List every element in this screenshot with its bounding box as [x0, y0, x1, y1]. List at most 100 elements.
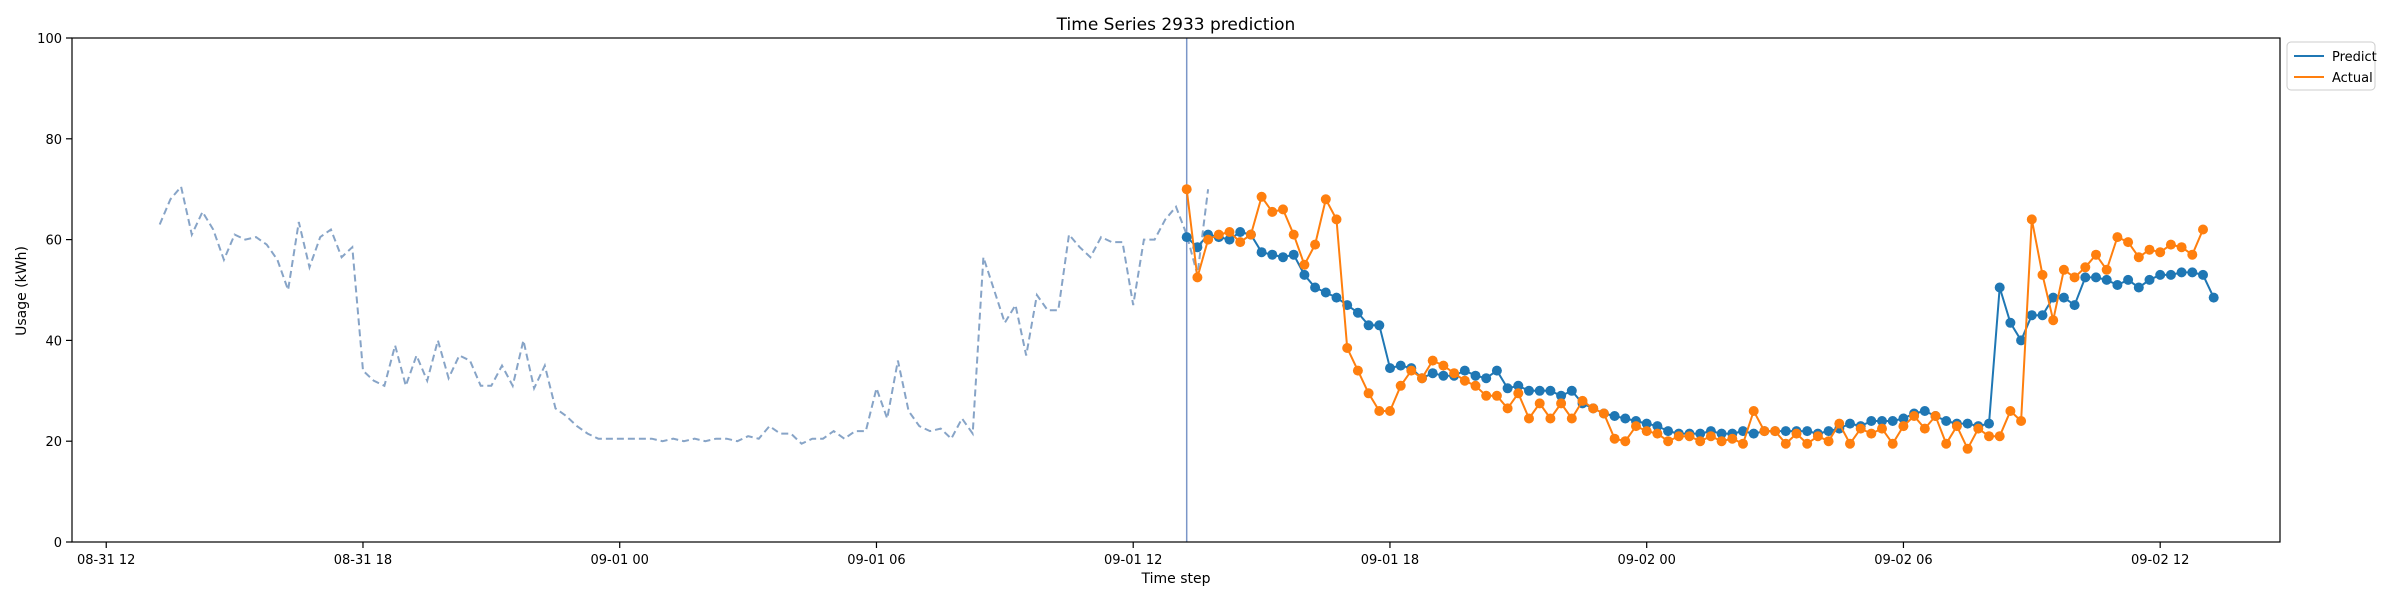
actual-point — [1609, 433, 1620, 444]
actual-point — [1438, 360, 1449, 371]
actual-point — [1256, 191, 1267, 202]
actual-point — [1310, 239, 1321, 250]
actual-point — [1919, 423, 1930, 434]
predict-point — [1224, 234, 1235, 245]
actual-point — [1181, 184, 1192, 195]
legend: Predict Actual — [2286, 41, 2377, 91]
actual-point — [1545, 413, 1556, 424]
legend-label: Predict — [2332, 50, 2377, 65]
actual-point — [1823, 436, 1834, 447]
predict-point — [1716, 428, 1727, 439]
predict-point — [2080, 272, 2091, 283]
actual-series — [1181, 184, 2208, 454]
y-tick-label: 60 — [45, 234, 62, 249]
actual-point — [1866, 428, 1877, 439]
actual-point — [1652, 428, 1663, 439]
actual-point — [2165, 239, 2176, 250]
actual-point — [1320, 194, 1331, 205]
predict-point — [1331, 292, 1342, 303]
predict-point — [1491, 365, 1502, 376]
predict-point — [1823, 426, 1834, 437]
predict-point — [1310, 282, 1321, 293]
actual-point — [1331, 214, 1342, 225]
predict-point — [1363, 320, 1374, 331]
actual-point — [1930, 411, 1941, 421]
x-axis-label: Time step — [1141, 571, 1211, 587]
predict-point — [1181, 232, 1192, 243]
actual-point — [1224, 227, 1235, 237]
actual-point — [1834, 418, 1845, 429]
predict-point — [1780, 426, 1791, 437]
predict-point — [1877, 416, 1887, 426]
y-tick-label: 100 — [37, 32, 62, 47]
actual-point — [2091, 249, 2101, 260]
actual-point — [2037, 269, 2048, 280]
predict-point — [1288, 249, 1299, 260]
predict-point — [1438, 370, 1449, 381]
actual-point — [1385, 406, 1395, 416]
actual-point — [2026, 214, 2037, 225]
actual-point — [1812, 431, 1823, 442]
actual-point — [1631, 421, 1641, 432]
x-tick-label: 09-01 00 — [590, 553, 648, 568]
predict-point — [2058, 292, 2069, 303]
x-tick-label: 08-31 18 — [334, 553, 392, 568]
actual-point — [1727, 433, 1738, 444]
actual-point — [1556, 398, 1567, 409]
predict-point — [1545, 385, 1556, 396]
actual-point — [1588, 403, 1599, 414]
predict-point — [1962, 418, 1973, 429]
predict-point — [1470, 370, 1481, 381]
actual-point — [1395, 380, 1406, 391]
actual-point — [2198, 224, 2208, 235]
predict-point — [2112, 280, 2123, 290]
actual-point — [1502, 403, 1513, 414]
actual-point — [1620, 436, 1631, 447]
predict-point — [1620, 413, 1631, 424]
predict-point — [1374, 320, 1385, 331]
predict-point — [2026, 310, 2037, 321]
x-tick-label: 09-01 18 — [1361, 553, 1419, 568]
actual-point — [1791, 428, 1802, 439]
actual-point — [1470, 380, 1481, 391]
predict-point — [2091, 272, 2101, 283]
actual-point — [1684, 431, 1695, 442]
predict-point — [2208, 292, 2219, 303]
actual-point — [1491, 390, 1502, 401]
x-tick-label: 09-01 12 — [1104, 553, 1162, 568]
actual-point — [1374, 406, 1385, 416]
predict-point — [1385, 363, 1395, 374]
predict-point — [2176, 267, 2187, 278]
actual-point — [1598, 408, 1609, 419]
actual-point — [1877, 423, 1887, 434]
predict-point — [1513, 380, 1524, 391]
predict-point — [1320, 287, 1331, 298]
legend-label: Actual — [2332, 71, 2373, 86]
predict-point — [1427, 368, 1438, 379]
actual-point — [2048, 315, 2059, 326]
actual-point — [1481, 390, 1492, 401]
predict-point — [1481, 373, 1492, 384]
predict-point — [2037, 310, 2048, 321]
actual-point — [1898, 421, 1909, 432]
actual-point — [1673, 431, 1684, 442]
predict-point — [1395, 360, 1406, 371]
actual-point — [1984, 431, 1994, 442]
predict-point — [2198, 269, 2208, 280]
predict-point — [1267, 249, 1278, 260]
predict-point — [1352, 307, 1363, 318]
predict-point — [1235, 227, 1246, 237]
x-tick-label: 09-02 06 — [1874, 553, 1932, 568]
actual-point — [1941, 438, 1952, 449]
predict-point — [1278, 252, 1288, 263]
actual-point — [1738, 438, 1748, 449]
predict-point — [1641, 418, 1652, 429]
actual-point — [1748, 406, 1759, 416]
actual-point — [1417, 373, 1427, 384]
predict-point — [1994, 282, 2005, 293]
actual-point — [1994, 431, 2005, 442]
y-tick-label: 40 — [45, 334, 62, 349]
actual-point — [1267, 206, 1278, 217]
actual-point — [1513, 388, 1524, 399]
predict-point — [2165, 269, 2176, 280]
